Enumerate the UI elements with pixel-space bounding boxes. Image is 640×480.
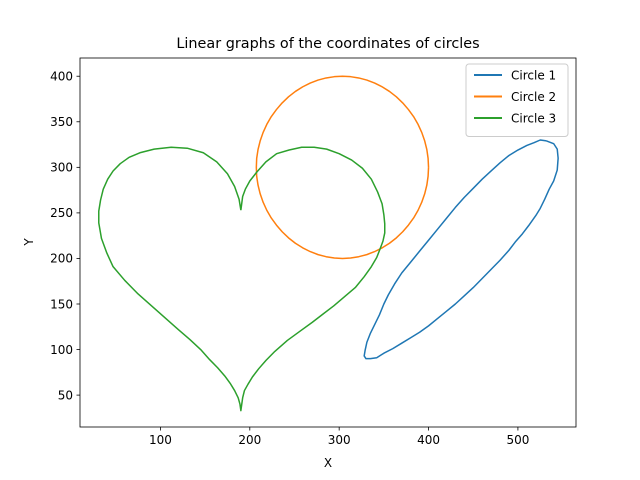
x-tick-label: 100 bbox=[149, 433, 172, 447]
x-tick-label: 200 bbox=[238, 433, 261, 447]
chart-title: Linear graphs of the coordinates of circ… bbox=[176, 36, 479, 52]
series-line-3 bbox=[98, 146, 386, 412]
legend: Circle 1 Circle 2 Circle 3 bbox=[465, 63, 569, 137]
x-axis: 100 200 300 400 500 bbox=[149, 427, 529, 447]
y-tick-label: 100 bbox=[50, 343, 73, 357]
y-tick-label: 400 bbox=[50, 70, 73, 84]
y-tick-label: 350 bbox=[50, 115, 73, 129]
y-tick-label: 150 bbox=[50, 297, 73, 311]
y-tick-label: 200 bbox=[50, 252, 73, 266]
x-tick-label: 500 bbox=[506, 433, 529, 447]
legend-label-3: Circle 3 bbox=[511, 111, 556, 125]
y-tick-label: 300 bbox=[50, 161, 73, 175]
axes-frame bbox=[79, 57, 577, 428]
y-tick-label: 250 bbox=[50, 206, 73, 220]
legend-label-2: Circle 2 bbox=[511, 90, 556, 104]
x-tick-label: 400 bbox=[417, 433, 440, 447]
series-line-1 bbox=[363, 139, 559, 360]
plot-area bbox=[98, 75, 559, 412]
series-line-2 bbox=[255, 75, 430, 260]
y-axis: 50 100 150 200 250 300 350 400 bbox=[50, 70, 80, 402]
x-axis-label: X bbox=[324, 456, 332, 470]
y-tick-label: 50 bbox=[58, 388, 73, 402]
legend-label-1: Circle 1 bbox=[511, 68, 556, 82]
y-axis-label: Y bbox=[22, 238, 36, 247]
x-tick-label: 300 bbox=[328, 433, 351, 447]
